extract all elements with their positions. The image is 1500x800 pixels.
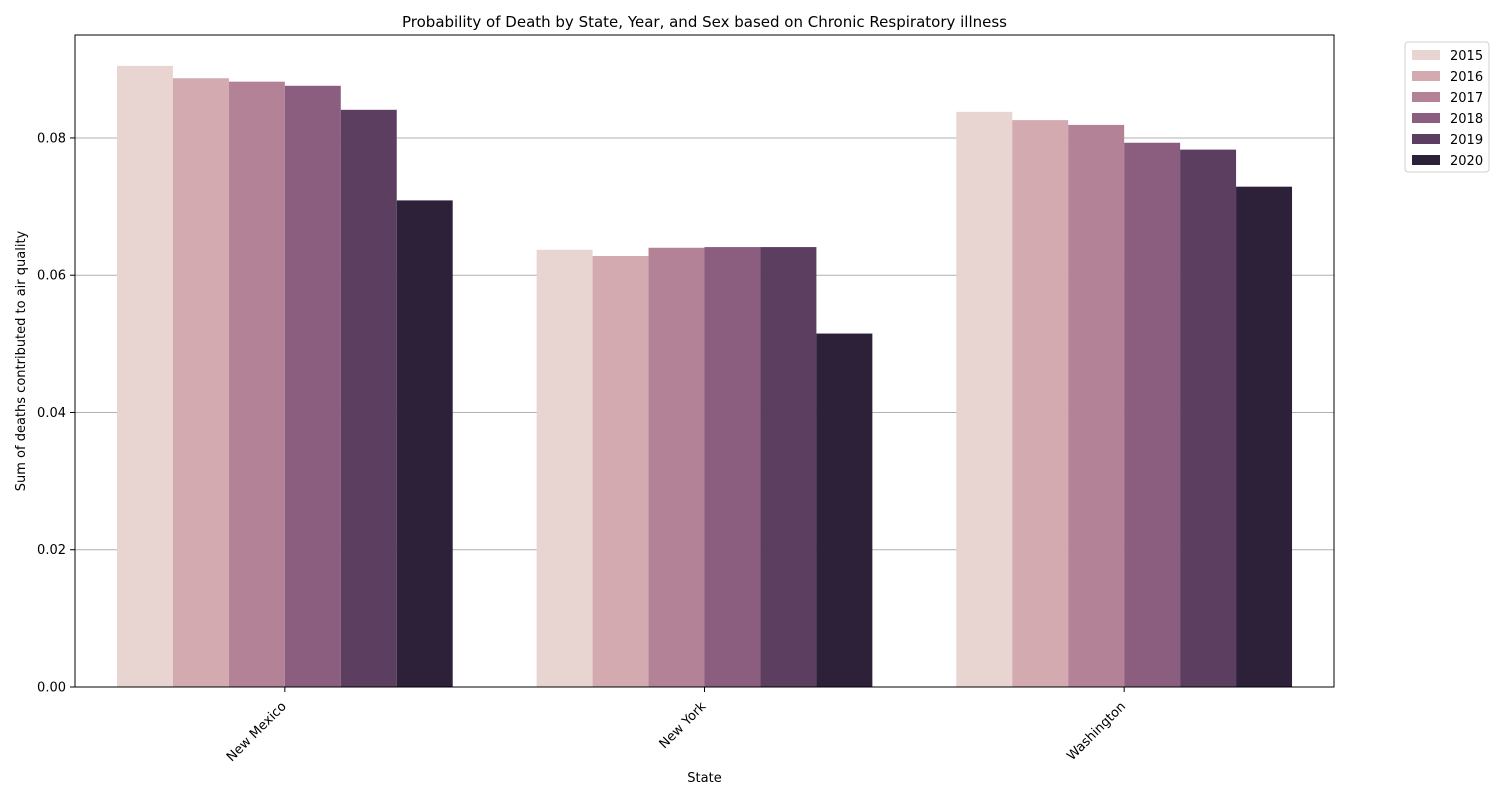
- legend-label[interactable]: 2019: [1450, 133, 1483, 148]
- legend-label[interactable]: 2016: [1450, 70, 1483, 85]
- x-axis: New Mexico New York Washington: [224, 687, 1129, 765]
- bar-2020-new-york: [816, 333, 873, 687]
- bar-2019-washington: [1180, 149, 1237, 687]
- bar-2018-new-mexico: [284, 85, 341, 688]
- legend-label[interactable]: 2017: [1450, 91, 1483, 106]
- bar-2016-new-york: [592, 255, 649, 687]
- bars: [116, 65, 1293, 688]
- legend-swatch[interactable]: [1412, 71, 1440, 81]
- bar-2019-new-mexico: [340, 109, 397, 688]
- legend-swatch[interactable]: [1412, 134, 1440, 144]
- y-tick-label: 0.06: [37, 269, 66, 284]
- bar-2015-washington: [956, 111, 1013, 687]
- legend-label[interactable]: 2020: [1450, 154, 1483, 169]
- x-tick-label: New York: [657, 699, 710, 752]
- y-tick-label: 0.02: [37, 543, 66, 558]
- y-axis-label: Sum of deaths contributed to air quality: [14, 230, 29, 491]
- bar-2017-washington: [1068, 124, 1125, 688]
- bar-2020-new-mexico: [396, 200, 453, 687]
- bar-2015-new-york: [536, 249, 593, 688]
- bar-2017-new-mexico: [228, 81, 285, 687]
- x-tick-label: Washington: [1064, 699, 1129, 764]
- legend-label[interactable]: 2018: [1450, 112, 1483, 127]
- x-tick-label: New Mexico: [224, 699, 290, 765]
- legend-swatch[interactable]: [1412, 50, 1440, 60]
- bar-2018-new-york: [704, 247, 761, 687]
- y-tick-label: 0.08: [37, 131, 66, 146]
- bar-2020-washington: [1236, 186, 1293, 688]
- y-tick-label: 0.04: [37, 406, 66, 421]
- legend-swatch[interactable]: [1412, 113, 1440, 123]
- y-tick-label: 0.00: [37, 681, 66, 696]
- bar-2019-new-york: [760, 247, 817, 687]
- chart-title: Probability of Death by State, Year, and…: [402, 13, 1007, 31]
- bar-2018-washington: [1124, 142, 1181, 687]
- bar-2016-new-mexico: [172, 78, 229, 687]
- legend[interactable]: 2015 2016 2017 2018 2019 2020: [1404, 41, 1490, 173]
- legend-swatch[interactable]: [1412, 92, 1440, 102]
- bar-2015-new-mexico: [116, 65, 173, 687]
- y-axis: 0.00 0.02 0.04 0.06 0.08: [37, 131, 75, 696]
- legend-label[interactable]: 2015: [1450, 49, 1483, 64]
- legend-swatch[interactable]: [1412, 155, 1440, 165]
- bar-2016-washington: [1012, 120, 1069, 688]
- x-axis-label: State: [687, 771, 721, 786]
- bar-2017-new-york: [648, 247, 705, 688]
